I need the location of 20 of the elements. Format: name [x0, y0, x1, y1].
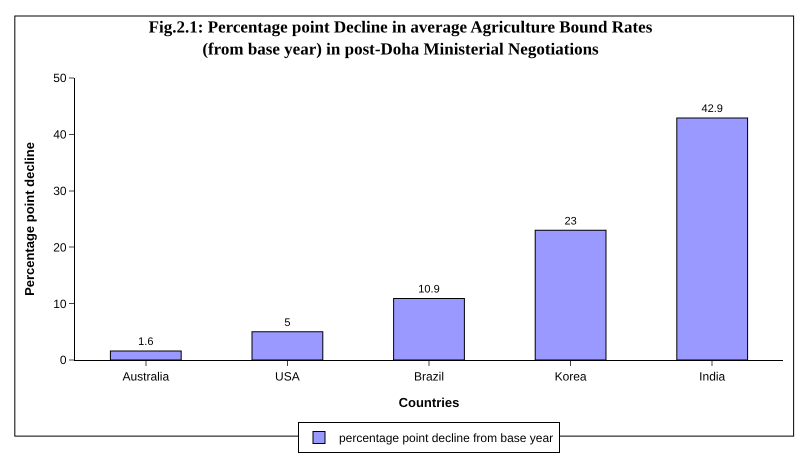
data-label: 10.9: [418, 284, 440, 296]
y-tick-label: 40: [53, 128, 67, 142]
data-label: 23: [564, 215, 577, 228]
x-tick-label: Brazil: [414, 369, 444, 384]
x-tick-label: India: [699, 369, 726, 384]
legend-label: percentage point decline from base year: [339, 431, 554, 446]
y-tick-label: 20: [53, 240, 67, 254]
y-tick-label: 30: [53, 184, 67, 198]
data-label: 42.9: [701, 103, 723, 116]
x-tick-label: Korea: [554, 369, 587, 384]
data-label: 1.6: [138, 336, 154, 348]
y-axis-title: Percentage point decline: [22, 142, 38, 296]
x-axis-title: Countries: [398, 395, 460, 410]
chart-title: Fig.2.1: Percentage point Decline in average Agriculture Bound Rates (from base year) in post-Doha Ministerial Negotiations: [148, 18, 653, 59]
x-tick-label: USA: [275, 369, 300, 384]
data-label: 5: [284, 316, 290, 329]
x-tick-label: Australia: [122, 369, 170, 384]
y-tick-label: 0: [60, 353, 67, 368]
y-tick-label: 50: [53, 71, 67, 86]
y-tick-label: 10: [53, 296, 67, 311]
